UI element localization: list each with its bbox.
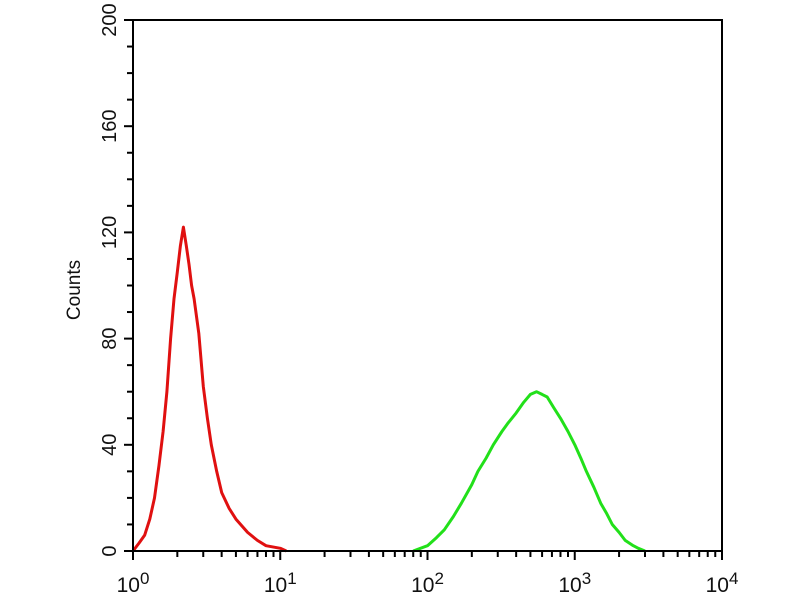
x-tick-labels: 100 101 102 103 104 (117, 569, 739, 597)
x-tick-label: 102 (411, 569, 444, 597)
plot-frame (132, 19, 723, 552)
series-line-1 (131, 225, 287, 553)
series-layer (131, 225, 646, 553)
y-tick-label: 40 (99, 434, 121, 456)
x-tick-label: 103 (558, 569, 591, 597)
y-tick-label: 160 (99, 110, 121, 143)
y-axis-label: Counts (64, 260, 85, 320)
y-tick-label: 120 (99, 216, 121, 249)
series-line-2 (412, 390, 646, 553)
x-tick-label: 100 (117, 569, 150, 597)
axis-ticks (124, 19, 723, 560)
x-tick-label: 101 (264, 569, 297, 597)
y-tick-label: 200 (99, 3, 121, 36)
y-tick-label: 0 (99, 545, 121, 556)
x-tick-label: 104 (706, 569, 739, 597)
y-tick-labels: 0 40 80 120 160 200 (99, 3, 121, 556)
y-tick-label: 80 (99, 327, 121, 349)
